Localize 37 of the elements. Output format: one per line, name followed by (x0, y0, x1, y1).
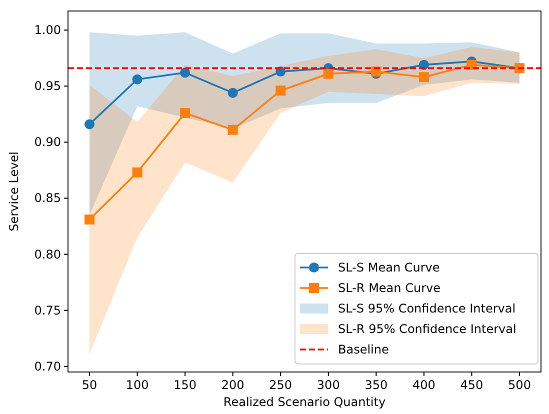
point (180, 108, 190, 118)
legend-label: SL-S Mean Curve (338, 260, 440, 274)
x-tick-label: 300 (316, 378, 340, 392)
point (84, 119, 94, 130)
x-tick-label: 350 (364, 378, 388, 392)
y-tick-label: 0.75 (34, 303, 61, 318)
point (418, 60, 429, 70)
point (228, 124, 238, 135)
legend-label: Baseline (338, 342, 389, 356)
x-tick-label: 250 (269, 378, 292, 392)
legend-label: SL-S 95% Confidence Interval (338, 302, 516, 316)
point (132, 167, 142, 178)
legend-label: SL-R Mean Curve (338, 281, 440, 295)
point (132, 74, 142, 84)
x-tick-label: 450 (460, 378, 484, 392)
x-tick-label: 500 (508, 378, 531, 392)
legend-label: SL-R 95% Confidence Interval (338, 322, 516, 336)
y-tick-label: 0.95 (34, 79, 61, 94)
y-tick-label: 0.85 (34, 191, 61, 206)
point (84, 214, 94, 225)
y-tick-label: 0.80 (34, 247, 61, 262)
y-tick-label: 0.70 (34, 359, 61, 374)
x-tick-label: 200 (221, 378, 244, 392)
point (276, 86, 286, 96)
x-tick-label: 150 (174, 378, 197, 392)
x-tick-label: 50 (82, 378, 98, 392)
x-tick-label: 100 (126, 378, 149, 392)
point (323, 68, 334, 79)
point (418, 72, 429, 82)
y-tick-label: 0.90 (34, 135, 61, 150)
x-axis-title: Realized Scenario Quantity (223, 395, 386, 409)
point (276, 66, 286, 77)
y-axis-title: Service Level (7, 152, 21, 232)
x-tick-label: 400 (412, 378, 436, 392)
y-tick-label: 1.00 (34, 23, 61, 38)
point (180, 68, 190, 78)
point (228, 88, 238, 98)
